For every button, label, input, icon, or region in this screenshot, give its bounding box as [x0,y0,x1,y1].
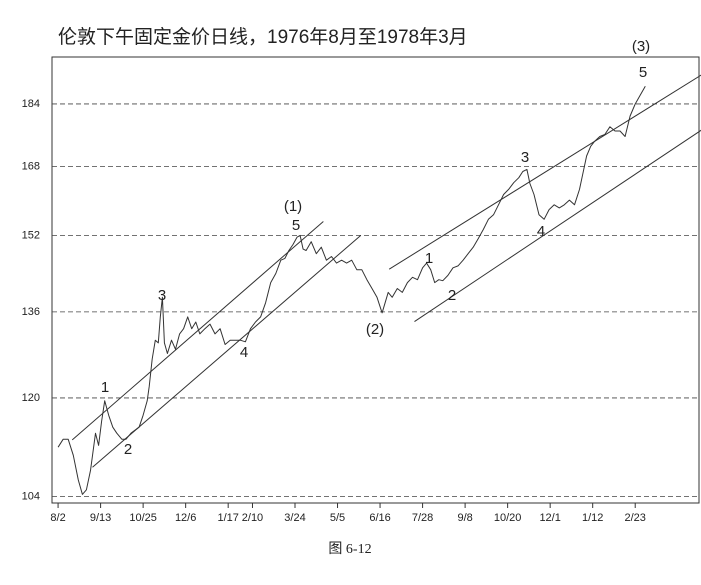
y-tick-label: 184 [22,98,40,110]
wave-label: 5 [292,217,300,234]
wave-label: 4 [537,223,545,240]
x-tick-label: 1/12 [582,512,603,524]
wave-label: 3 [158,287,166,304]
x-tick-label: 2/23 [625,512,646,524]
y-tick-label: 104 [22,490,40,502]
x-tick-label: 2/10 [242,512,263,524]
wave-label: 4 [240,344,248,361]
label-backdrop [619,37,663,53]
wave-label: 2 [124,441,132,458]
wave-label: 3 [521,149,529,166]
wave-label: 2 [448,287,456,304]
x-tick-label: 3/24 [284,512,305,524]
x-tick-label: 10/20 [494,512,522,524]
channel-line [71,221,324,441]
plot-frame [51,56,700,504]
wave-label: (3) [632,38,650,55]
wave-label: (1) [284,198,302,215]
x-tick-label: 12/6 [175,512,196,524]
y-tick-label: 120 [22,392,40,404]
channel-line [388,74,701,270]
x-tick-label: 8/2 [50,512,65,524]
price-line [57,85,646,495]
caption: 图 6-12 [328,542,371,557]
x-tick-label: 9/13 [90,512,111,524]
x-tick-label: 7/28 [412,512,433,524]
wave-label: 1 [425,250,433,267]
channel-line [414,129,701,322]
chart-title: 伦敦下午固定金价日线，1976年8月至1978年3月 [58,26,468,48]
x-tick-label: 5/5 [330,512,345,524]
y-tick-label: 136 [22,306,40,318]
x-tick-label: 10/25 [129,512,157,524]
x-tick-label: 9/8 [457,512,472,524]
y-tick-label: 168 [22,160,40,172]
wave-label: (2) [366,321,384,338]
x-tick-label: 1/17 [217,512,238,524]
x-tick-label: 6/16 [369,512,390,524]
y-tick-label: 152 [22,229,40,241]
wave-label: 5 [639,64,647,81]
wave-label: 1 [101,379,109,396]
x-tick-label: 12/1 [539,512,560,524]
